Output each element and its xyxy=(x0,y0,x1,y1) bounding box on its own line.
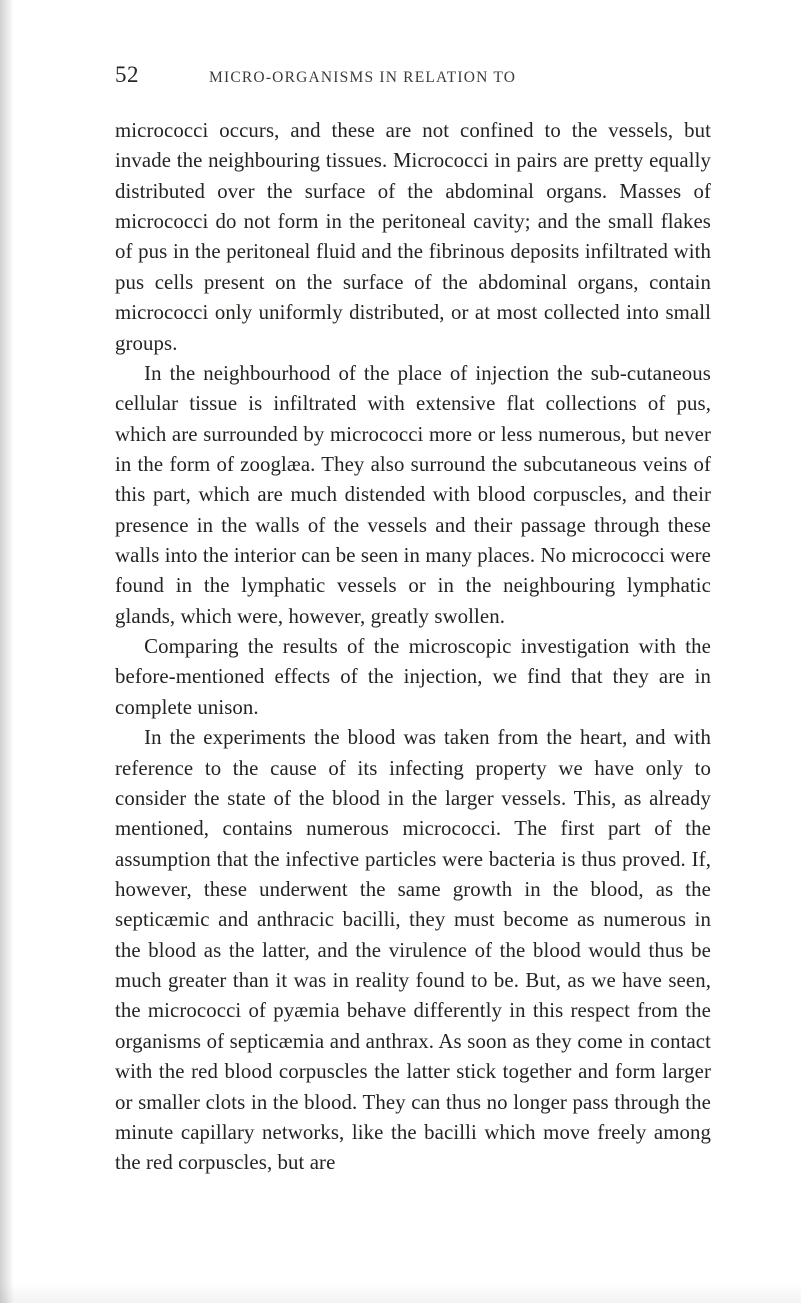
running-head: MICRO-ORGANISMS IN RELATION TO xyxy=(209,69,516,87)
paragraph: Comparing the results of the microscopic… xyxy=(115,632,711,723)
page: 52 MICRO-ORGANISMS IN RELATION TO microc… xyxy=(0,0,801,1303)
page-number: 52 xyxy=(115,62,139,88)
paragraph: In the neighbourhood of the place of inj… xyxy=(115,359,711,632)
page-header: 52 MICRO-ORGANISMS IN RELATION TO xyxy=(115,62,711,88)
body-text: micrococci occurs, and these are not con… xyxy=(115,116,711,1179)
paragraph: micrococci occurs, and these are not con… xyxy=(115,116,711,359)
paragraph: In the experiments the blood was taken f… xyxy=(115,723,711,1178)
scan-edge-shadow xyxy=(0,0,14,1303)
scan-bottom-shadow xyxy=(0,1283,801,1303)
